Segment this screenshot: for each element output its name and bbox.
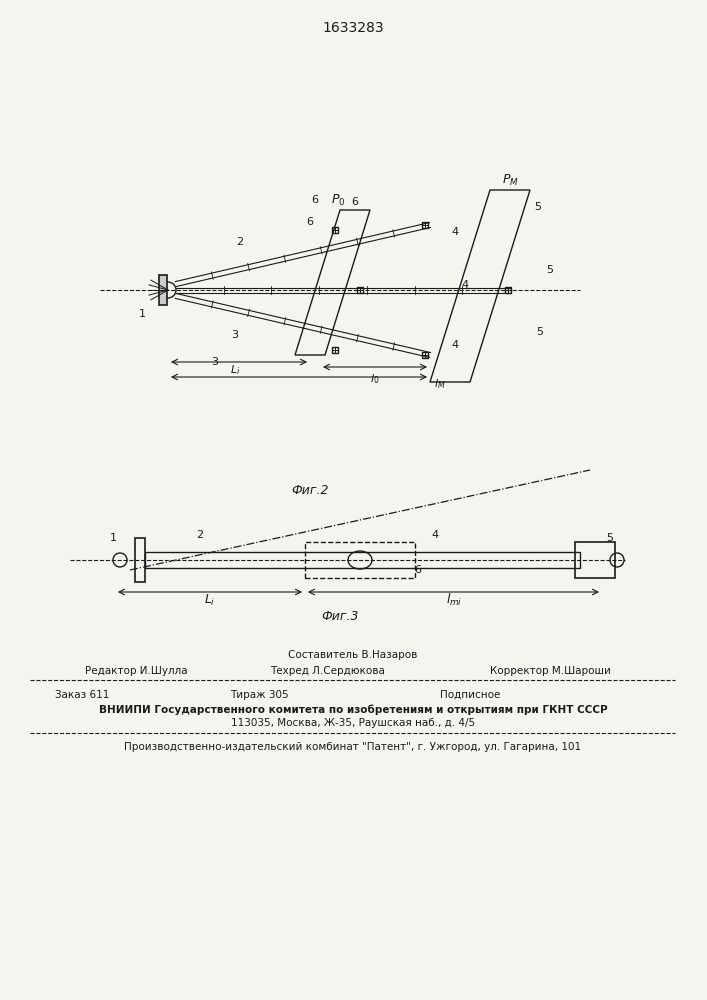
Text: 4: 4 [462,280,469,290]
Text: $L_i$: $L_i$ [230,363,240,377]
Text: Фиг.3: Фиг.3 [321,610,358,624]
Bar [505,287,511,293]
Text: 2: 2 [197,530,204,540]
Text: $P_M$: $P_M$ [501,172,518,188]
Bar [575,542,615,578]
Text: 113035, Москва, Ж-35, Раушская наб., д. 4/5: 113035, Москва, Ж-35, Раушская наб., д. … [231,718,475,728]
Text: 1: 1 [110,533,117,543]
Text: 6: 6 [312,195,318,205]
Text: Производственно-издательский комбинат "Патент", г. Ужгород, ул. Гагарина, 101: Производственно-издательский комбинат "П… [124,742,582,752]
Text: 4: 4 [452,227,459,237]
Text: $l_M$: $l_M$ [434,377,446,391]
Text: Подписное: Подписное [440,690,501,700]
Text: Техред Л.Сердюкова: Техред Л.Сердюкова [270,666,385,676]
Text: $P_0$: $P_0$ [331,192,345,208]
Bar [332,347,338,353]
Text: $L_i$: $L_i$ [204,592,216,608]
Text: 1: 1 [139,309,146,319]
Bar [357,287,363,293]
Text: 2: 2 [236,237,244,247]
Text: 4: 4 [452,340,459,350]
Bar [135,538,145,582]
Bar [145,552,580,568]
Text: Составитель В.Назаров: Составитель В.Назаров [288,650,418,660]
Text: Тираж 305: Тираж 305 [230,690,288,700]
Text: 3: 3 [211,357,218,367]
Text: Заказ 611: Заказ 611 [55,690,110,700]
Text: 5: 5 [547,265,554,275]
Text: Фиг.2: Фиг.2 [291,484,329,496]
Text: 5: 5 [537,327,544,337]
Text: ВНИИПИ Государственного комитета по изобретениям и открытиям при ГКНТ СССР: ВНИИПИ Государственного комитета по изоб… [99,705,607,715]
Text: 5: 5 [534,202,542,212]
Bar [305,542,415,578]
Text: Корректор М.Шароши: Корректор М.Шароши [490,666,611,676]
Text: 3: 3 [231,330,238,340]
Bar [422,222,428,228]
Bar [332,227,338,233]
Text: 6: 6 [351,197,358,207]
Text: 6: 6 [307,217,313,227]
Bar [159,275,167,305]
Text: $l_{mi}$: $l_{mi}$ [446,592,462,608]
Text: 4: 4 [431,530,438,540]
Text: $l_0$: $l_0$ [370,372,380,386]
Bar [422,352,428,358]
Text: 1633283: 1633283 [322,21,384,35]
Text: Редактор И.Шулла: Редактор И.Шулла [85,666,187,676]
Text: 6: 6 [414,565,421,575]
Text: 5: 5 [607,533,614,543]
